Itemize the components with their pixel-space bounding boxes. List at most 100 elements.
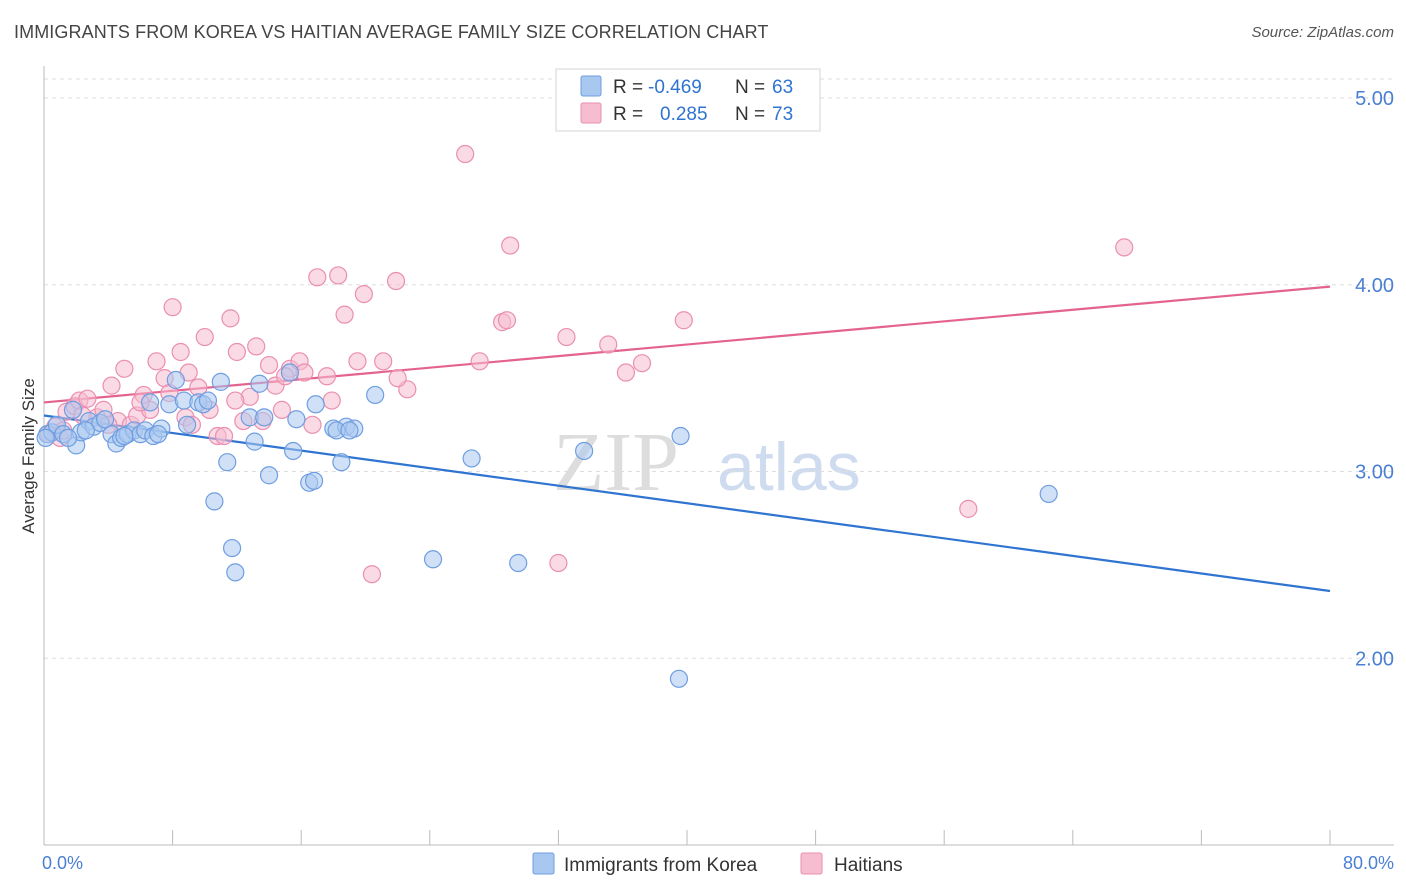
legend-haiti-n-label: N = [735, 104, 765, 125]
haiti-point [171, 342, 190, 362]
legend-korea-n-label: N = [735, 77, 765, 98]
korea-point [140, 393, 160, 412]
y-axis-label: Average Family Size [19, 378, 38, 534]
korea-point [250, 374, 269, 393]
watermark-atlas: atlas [717, 429, 861, 505]
korea-point [166, 370, 185, 390]
source-label: Source: ZipAtlas.com [1251, 24, 1394, 41]
haiti-point [348, 352, 367, 371]
haiti-point [147, 352, 166, 371]
haiti-point [386, 271, 406, 291]
haiti-point [599, 335, 618, 354]
y-tick-label: 5.00 [1355, 88, 1394, 110]
korea-point [222, 538, 242, 558]
haiti-point [308, 268, 327, 287]
korea-point [63, 400, 83, 419]
korea-point [304, 471, 324, 490]
haiti-point [354, 284, 373, 304]
korea-point [198, 391, 218, 410]
korea-point [462, 449, 481, 468]
axes [43, 66, 1394, 846]
haiti-point [102, 376, 121, 395]
korea-point [306, 395, 325, 414]
haiti-point [272, 400, 292, 419]
haiti-point [259, 355, 279, 375]
bottom-legend-haiti-swatch [800, 852, 823, 875]
haiti-point [303, 415, 322, 434]
watermark-zip: ZIP [553, 416, 679, 509]
haiti-point [456, 144, 475, 164]
korea-point [1039, 484, 1058, 504]
haiti-point [497, 311, 517, 330]
korea-point [36, 428, 55, 447]
korea-point [575, 441, 594, 461]
korea-point [226, 563, 245, 582]
korea-point [332, 453, 351, 472]
legend-korea-r-value: -0.469 [648, 77, 702, 98]
haiti-point [549, 553, 568, 573]
legend-box: R = -0.469 N = 63 R = 0.285 N = 73 [555, 68, 821, 132]
haiti-point [1115, 238, 1134, 257]
legend-korea-n-value: 63 [772, 77, 793, 98]
korea-point [287, 410, 306, 429]
legend-korea-swatch [580, 75, 602, 97]
bottom-legend-haiti-label: Haitians [834, 855, 903, 876]
haiti-point [227, 342, 246, 362]
legend-haiti-swatch [580, 102, 602, 124]
bottom-legend-korea-label: Immigrants from Korea [564, 855, 758, 876]
tick-labels: 2.00 3.00 4.00 5.00 0.0% 80.0% [42, 88, 1394, 873]
korea-point [366, 385, 385, 405]
korea-point [218, 453, 237, 472]
haiti-point [388, 369, 407, 388]
haiti-point [317, 367, 337, 386]
korea-point [177, 415, 197, 434]
legend-haiti-r-value: 0.285 [660, 104, 708, 125]
chart-title: IMMIGRANTS FROM KOREA VS HAITIAN AVERAGE… [14, 22, 769, 42]
haiti-point [470, 352, 489, 371]
haiti-point [78, 389, 97, 408]
haiti-point [221, 309, 240, 328]
haiti-point [115, 359, 134, 378]
korea-point [115, 426, 134, 446]
korea-point [340, 421, 359, 440]
korea-point [205, 492, 224, 511]
legend-korea-r-label: R = [613, 77, 643, 98]
korea-point [671, 426, 690, 446]
korea-point [245, 432, 264, 451]
korea-point [149, 425, 168, 444]
haiti-point [329, 266, 348, 285]
haiti-point [557, 327, 576, 347]
haiti-point [501, 236, 520, 255]
haiti-point [959, 499, 978, 518]
y-tick-label: 2.00 [1355, 648, 1394, 670]
haiti-point [226, 391, 245, 410]
korea-point [259, 466, 279, 485]
haiti-point [616, 363, 636, 382]
korea-point [76, 421, 95, 440]
haiti-point [214, 426, 234, 446]
legend-haiti-r-label: R = [613, 104, 643, 125]
korea-point [211, 372, 230, 391]
haiti-point [163, 298, 182, 317]
haiti-point [247, 337, 266, 356]
korea-point [669, 669, 689, 688]
x-tick-label: 0.0% [42, 853, 83, 873]
korea-point [59, 428, 78, 447]
y-tick-label: 3.00 [1355, 462, 1394, 484]
haiti-point [374, 352, 393, 371]
x-tick-label: 80.0% [1343, 853, 1394, 873]
haiti-point [362, 565, 382, 584]
legend-haiti-n-value: 73 [772, 104, 793, 125]
haiti-point [195, 327, 214, 347]
korea-point [95, 410, 115, 429]
data-points [36, 144, 1134, 688]
korea-point [509, 553, 528, 573]
bottom-legend-korea-swatch [532, 852, 555, 875]
korea-point [280, 363, 300, 382]
korea-point [255, 408, 274, 427]
haiti-point [632, 354, 652, 373]
korea-point [423, 550, 443, 569]
haiti-point [335, 305, 354, 324]
y-tick-label: 4.00 [1355, 275, 1394, 297]
